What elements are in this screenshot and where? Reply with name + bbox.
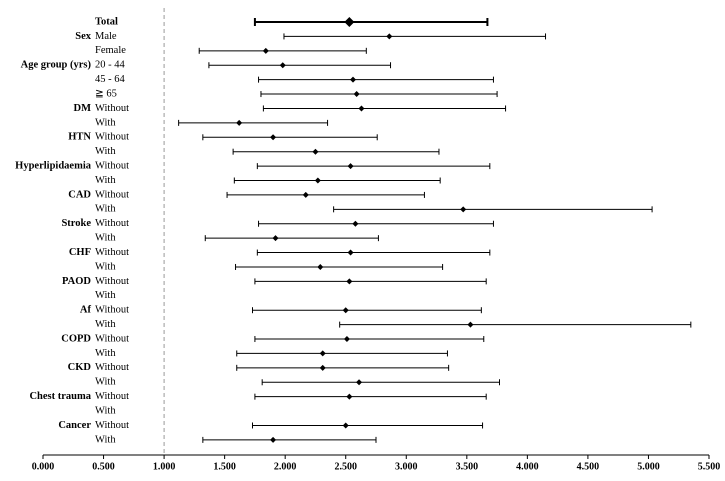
- row-label: Without: [95, 103, 129, 114]
- row-label: Without: [95, 161, 129, 172]
- group-label: Sex: [75, 31, 92, 42]
- row-label: Total: [95, 16, 118, 27]
- x-tick-label: 2.500: [334, 461, 357, 472]
- row-label: Without: [95, 420, 129, 431]
- group-label: DM: [74, 103, 92, 114]
- group-label: Age group (yrs): [21, 60, 92, 71]
- row-label: With: [95, 146, 116, 157]
- row-label: ≧ 65: [95, 88, 117, 99]
- row-label: With: [95, 434, 116, 445]
- row-label: With: [95, 290, 116, 301]
- x-tick-label: 0.000: [32, 461, 55, 472]
- point-estimate: [347, 163, 354, 170]
- point-estimate: [342, 307, 349, 314]
- point-estimate: [236, 119, 243, 126]
- point-estimate: [317, 263, 324, 270]
- x-tick-label: 5.000: [637, 461, 660, 472]
- point-estimate: [279, 62, 286, 69]
- group-label: Stroke: [61, 218, 91, 229]
- point-estimate: [270, 134, 277, 141]
- x-tick-label: 3.000: [395, 461, 418, 472]
- row-label: With: [95, 405, 116, 416]
- x-tick-label: 0.500: [92, 461, 115, 472]
- row-label: Without: [95, 218, 129, 229]
- row-label: Without: [95, 189, 129, 200]
- point-estimate: [346, 393, 353, 400]
- row-label: Without: [95, 132, 129, 143]
- point-estimate: [352, 220, 359, 227]
- x-tick-label: 1.000: [153, 461, 176, 472]
- point-estimate: [343, 336, 350, 343]
- point-estimate: [319, 364, 326, 371]
- point-estimate: [353, 91, 360, 98]
- point-estimate: [344, 17, 355, 27]
- point-estimate: [467, 321, 474, 328]
- row-label: With: [95, 233, 116, 244]
- point-estimate: [342, 422, 349, 429]
- row-label: Female: [95, 45, 126, 56]
- row-label: With: [95, 377, 116, 388]
- row-label: With: [95, 319, 116, 330]
- row-label: Without: [95, 333, 129, 344]
- group-label: CKD: [68, 362, 92, 373]
- group-label: CHF: [69, 247, 91, 258]
- point-estimate: [302, 191, 309, 198]
- point-estimate: [346, 278, 353, 285]
- row-label: With: [95, 204, 116, 215]
- point-estimate: [270, 436, 277, 443]
- point-estimate: [272, 235, 279, 242]
- point-estimate: [312, 148, 319, 155]
- point-estimate: [386, 33, 393, 40]
- row-label: Without: [95, 247, 129, 258]
- point-estimate: [347, 249, 354, 256]
- point-estimate: [349, 76, 356, 83]
- group-label: Chest trauma: [29, 391, 91, 402]
- row-label: With: [95, 117, 116, 128]
- row-label: 20 - 44: [95, 60, 125, 71]
- group-label: Hyperlipidaemia: [15, 161, 92, 172]
- x-tick-label: 2.000: [274, 461, 297, 472]
- point-estimate: [262, 47, 269, 54]
- x-tick-label: 1.500: [213, 461, 236, 472]
- row-label: Without: [95, 362, 129, 373]
- row-label: With: [95, 261, 116, 272]
- point-estimate: [460, 206, 467, 213]
- row-label: Without: [95, 276, 129, 287]
- row-label: Without: [95, 305, 129, 316]
- point-estimate: [314, 177, 321, 184]
- group-label: Af: [80, 305, 92, 316]
- row-label: Male: [95, 31, 117, 42]
- x-tick-label: 3.500: [456, 461, 479, 472]
- x-tick-label: 5.500: [698, 461, 721, 472]
- x-tick-label: 4.000: [516, 461, 539, 472]
- row-label: 45 - 64: [95, 74, 125, 85]
- point-estimate: [319, 350, 326, 357]
- group-label: Cancer: [58, 420, 91, 431]
- x-tick-label: 4.500: [577, 461, 600, 472]
- group-label: COPD: [61, 333, 91, 344]
- row-label: Without: [95, 391, 129, 402]
- group-label: HTN: [68, 132, 91, 143]
- row-label: With: [95, 175, 116, 186]
- group-label: PAOD: [62, 276, 91, 287]
- point-estimate: [356, 379, 363, 386]
- point-estimate: [358, 105, 365, 112]
- row-label: With: [95, 348, 116, 359]
- group-label: CAD: [68, 189, 91, 200]
